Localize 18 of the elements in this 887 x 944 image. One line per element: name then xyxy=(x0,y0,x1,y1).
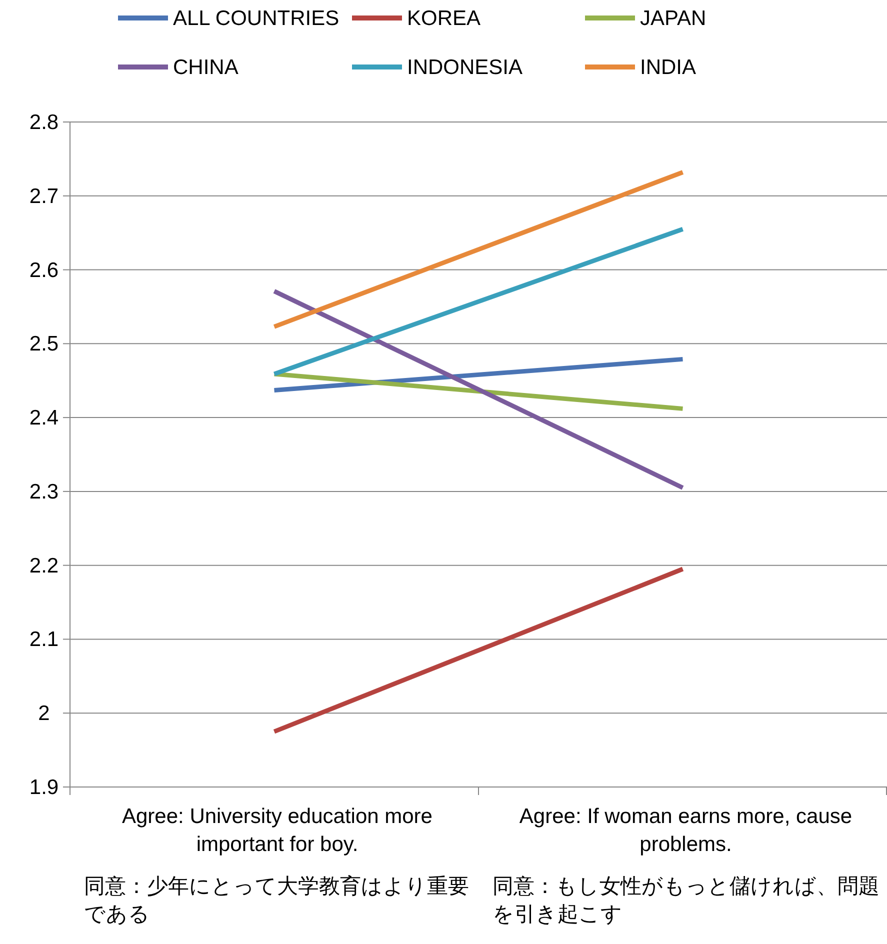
y-tick-label: 2.3 xyxy=(29,480,59,504)
legend-label: JAPAN xyxy=(640,7,706,30)
legend-label: INDONESIA xyxy=(407,56,523,79)
y-tick-label: 2.5 xyxy=(29,332,59,356)
y-tick-label: 2 xyxy=(38,702,50,726)
y-tick-label: 2.4 xyxy=(29,406,59,430)
legend-label: KOREA xyxy=(407,7,481,30)
legend-label: ALL COUNTRIES xyxy=(173,7,340,30)
y-tick-label: 2.7 xyxy=(29,184,59,208)
legend-label: INDIA xyxy=(640,56,696,79)
legend-label: CHINA xyxy=(173,56,238,79)
y-tick-label: 1.9 xyxy=(29,776,59,799)
x-tick-label: Agree: If woman earns more, cause problems. 同意：もし女性がもっと儲ければ、問題を引き起こす xyxy=(492,804,880,928)
y-tick-label: 2.1 xyxy=(29,628,59,652)
y-tick-label: 2.8 xyxy=(29,111,59,134)
y-tick-label: 2.6 xyxy=(29,258,59,282)
y-tick-label: 2.2 xyxy=(29,554,59,578)
x-tick-label: Agree: University education more important for boy. 同意：少年にとって大学教育はより重要である xyxy=(83,804,470,928)
